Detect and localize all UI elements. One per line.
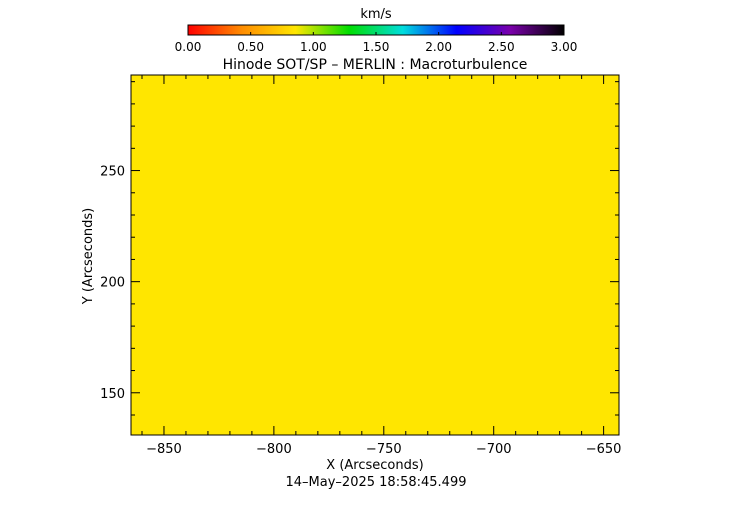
x-tick-label: −850 <box>146 442 182 457</box>
y-tick-label: 250 <box>100 165 125 180</box>
colorbar-tick-label: 1.50 <box>363 40 390 54</box>
colorbar-tick-label: 0.50 <box>237 40 264 54</box>
y-axis-label: Y (Arcseconds) <box>81 208 96 305</box>
colorbar-tick-label: 2.00 <box>425 40 452 54</box>
x-tick-label: −800 <box>256 442 292 457</box>
timestamp: 14–May–2025 18:58:45.499 <box>286 475 467 490</box>
chart-title: Hinode SOT/SP – MERLIN : Macroturbulence <box>223 57 528 73</box>
colorbar-tick-label: 2.50 <box>488 40 515 54</box>
y-tick-label: 200 <box>100 276 125 291</box>
colorbar-tick-label: 1.00 <box>300 40 327 54</box>
colorbar-tick-label: 0.00 <box>175 40 202 54</box>
x-tick-label: −650 <box>586 442 622 457</box>
x-axis-label: X (Arcseconds) <box>326 458 423 473</box>
colorbar-label: km/s <box>360 7 392 22</box>
y-axis-ticks: 150 200 250 <box>100 81 619 416</box>
y-tick-label: 150 <box>100 387 125 402</box>
x-tick-label: −700 <box>476 442 512 457</box>
colorbar-tick-label: 3.00 <box>551 40 578 54</box>
x-axis-ticks: −850 −800 −750 −700 −650 <box>141 75 622 457</box>
x-tick-label: −750 <box>366 442 402 457</box>
plot-frame <box>130 74 620 436</box>
heatmap-field <box>131 75 619 435</box>
colorbar-ticks: 0.00 0.50 1.00 1.50 2.00 2.50 3.00 <box>175 32 578 54</box>
